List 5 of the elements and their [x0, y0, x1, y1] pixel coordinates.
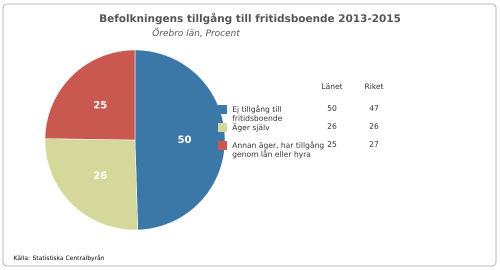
- chart-title: Befolkningens tillgång till fritidsboende 2013-2015: [100, 12, 400, 24]
- data-label: 26: [94, 171, 107, 180]
- data-label: 25: [94, 100, 107, 108]
- data-label: 50: [178, 135, 191, 143]
- chart-subtitle: Örebro län, Procent: [152, 28, 240, 38]
